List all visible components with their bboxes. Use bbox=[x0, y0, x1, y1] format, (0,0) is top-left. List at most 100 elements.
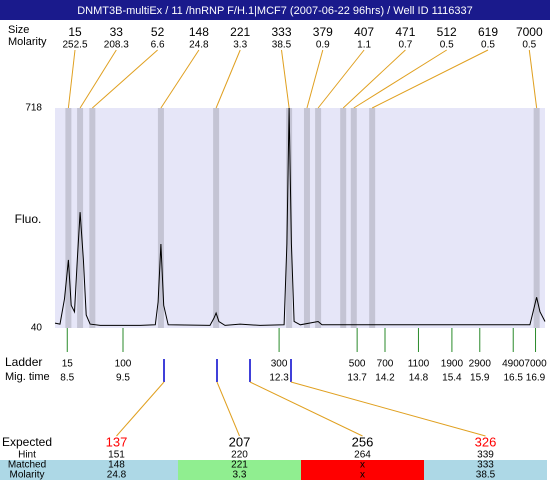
matched: 221 bbox=[231, 460, 248, 471]
peak-band bbox=[213, 108, 220, 328]
molarity-label: Molarity bbox=[9, 470, 44, 480]
peak-size: 15 bbox=[68, 25, 82, 39]
peak-leader bbox=[215, 49, 241, 109]
hint: 220 bbox=[231, 450, 248, 461]
match-cell bbox=[55, 460, 178, 480]
matched: 148 bbox=[108, 460, 125, 471]
peak-band bbox=[315, 108, 322, 328]
y-tick-label: 718 bbox=[25, 103, 42, 114]
ladder-time: 14.2 bbox=[375, 373, 395, 384]
peak-size: 471 bbox=[395, 25, 415, 39]
peak-size: 512 bbox=[437, 25, 457, 39]
matched-molarity: 38.5 bbox=[476, 470, 496, 480]
ladder-size: 1900 bbox=[441, 359, 464, 370]
peak-molarity: 6.6 bbox=[151, 40, 165, 51]
ladder-time: 13.7 bbox=[347, 373, 367, 384]
title: DNMT3B-multiEx / 11 /hnRNP F/H.1|MCF7 (2… bbox=[77, 5, 473, 17]
peak-leader bbox=[371, 49, 489, 109]
matched-label: Matched bbox=[8, 460, 46, 471]
hint-label: Hint bbox=[18, 450, 36, 461]
hint: 151 bbox=[108, 450, 125, 461]
peak-band bbox=[286, 108, 293, 328]
ladder-size: 2900 bbox=[469, 359, 492, 370]
match-cell bbox=[178, 460, 301, 480]
ladder-size: 7000 bbox=[524, 359, 547, 370]
matched-molarity: 3.3 bbox=[233, 470, 247, 480]
peak-molarity: 0.5 bbox=[440, 40, 454, 51]
ladder-size: 300 bbox=[271, 359, 288, 370]
hint: 264 bbox=[354, 450, 371, 461]
peak-leader bbox=[67, 49, 76, 109]
expected-leader bbox=[116, 381, 165, 437]
peak-band bbox=[533, 108, 540, 328]
peak-leader bbox=[92, 49, 158, 109]
ladder-size: 15 bbox=[62, 359, 74, 370]
peak-molarity: 0.9 bbox=[316, 40, 330, 51]
plot-area bbox=[55, 108, 545, 328]
matched-molarity: 24.8 bbox=[107, 470, 127, 480]
mig-time-label: Mig. time bbox=[5, 371, 50, 383]
ladder-time: 12.3 bbox=[269, 373, 289, 384]
peak-molarity: 38.5 bbox=[272, 40, 292, 51]
peak-molarity: 1.1 bbox=[357, 40, 371, 51]
peaks-size-label: Size bbox=[8, 24, 29, 36]
y-tick-label: 40 bbox=[31, 323, 43, 334]
peak-leader bbox=[342, 49, 406, 109]
ladder-size: 1100 bbox=[408, 359, 430, 370]
expected-leader bbox=[249, 381, 363, 437]
expected-size: 137 bbox=[106, 434, 128, 449]
ladder-size: 500 bbox=[349, 359, 366, 370]
peak-size: 148 bbox=[189, 25, 209, 39]
ladder-time: 15.4 bbox=[442, 373, 462, 384]
hint: 339 bbox=[477, 450, 494, 461]
expected-leader bbox=[290, 381, 486, 437]
peak-molarity: 0.5 bbox=[522, 40, 536, 51]
peak-molarity: 208.3 bbox=[104, 40, 129, 51]
peak-size: 619 bbox=[478, 25, 498, 39]
ladder-time: 14.8 bbox=[409, 373, 429, 384]
peak-leader bbox=[306, 49, 324, 109]
peak-size: 221 bbox=[230, 25, 250, 39]
expected-size: 326 bbox=[475, 434, 497, 449]
peak-band bbox=[65, 108, 72, 328]
ladder-time: 16.5 bbox=[503, 373, 523, 384]
ladder-time: 9.5 bbox=[116, 373, 130, 384]
matched-label-bg bbox=[0, 460, 55, 480]
peak-band bbox=[350, 108, 357, 328]
expected-size: 256 bbox=[352, 434, 374, 449]
peak-leader bbox=[317, 49, 365, 109]
peak-band bbox=[369, 108, 376, 328]
ladder-size: 700 bbox=[377, 359, 394, 370]
peak-band bbox=[340, 108, 347, 328]
peak-molarity: 0.7 bbox=[398, 40, 412, 51]
title-bar bbox=[0, 0, 550, 20]
matched-molarity: x bbox=[360, 470, 365, 480]
peak-size: 379 bbox=[313, 25, 333, 39]
expected-leader bbox=[216, 381, 240, 437]
peak-band bbox=[157, 108, 164, 328]
peak-band bbox=[303, 108, 310, 328]
peak-molarity: 252.5 bbox=[62, 40, 87, 51]
peak-size: 407 bbox=[354, 25, 374, 39]
peak-molarity: 24.8 bbox=[189, 40, 209, 51]
peak-leader bbox=[281, 49, 290, 109]
ladder-size: 100 bbox=[115, 359, 132, 370]
y-axis-label: Fluo. bbox=[15, 212, 42, 226]
peak-molarity: 3.3 bbox=[233, 40, 247, 51]
ladder-time: 15.9 bbox=[470, 373, 490, 384]
peak-leader bbox=[353, 49, 447, 109]
peaks-molarity-label: Molarity bbox=[8, 36, 47, 48]
ladder-time: 8.5 bbox=[60, 373, 74, 384]
ladder-time: 16.9 bbox=[526, 373, 546, 384]
peak-band bbox=[89, 108, 96, 328]
ladder-size: 4900 bbox=[502, 359, 525, 370]
matched: x bbox=[360, 460, 365, 471]
peak-leader bbox=[79, 49, 117, 109]
peak-molarity: 0.5 bbox=[481, 40, 495, 51]
ladder-label: Ladder bbox=[5, 355, 42, 369]
peak-leader bbox=[528, 49, 538, 109]
expected-label: Expected bbox=[2, 435, 52, 449]
matched: 333 bbox=[477, 460, 494, 471]
peak-size: 7000 bbox=[516, 25, 543, 39]
